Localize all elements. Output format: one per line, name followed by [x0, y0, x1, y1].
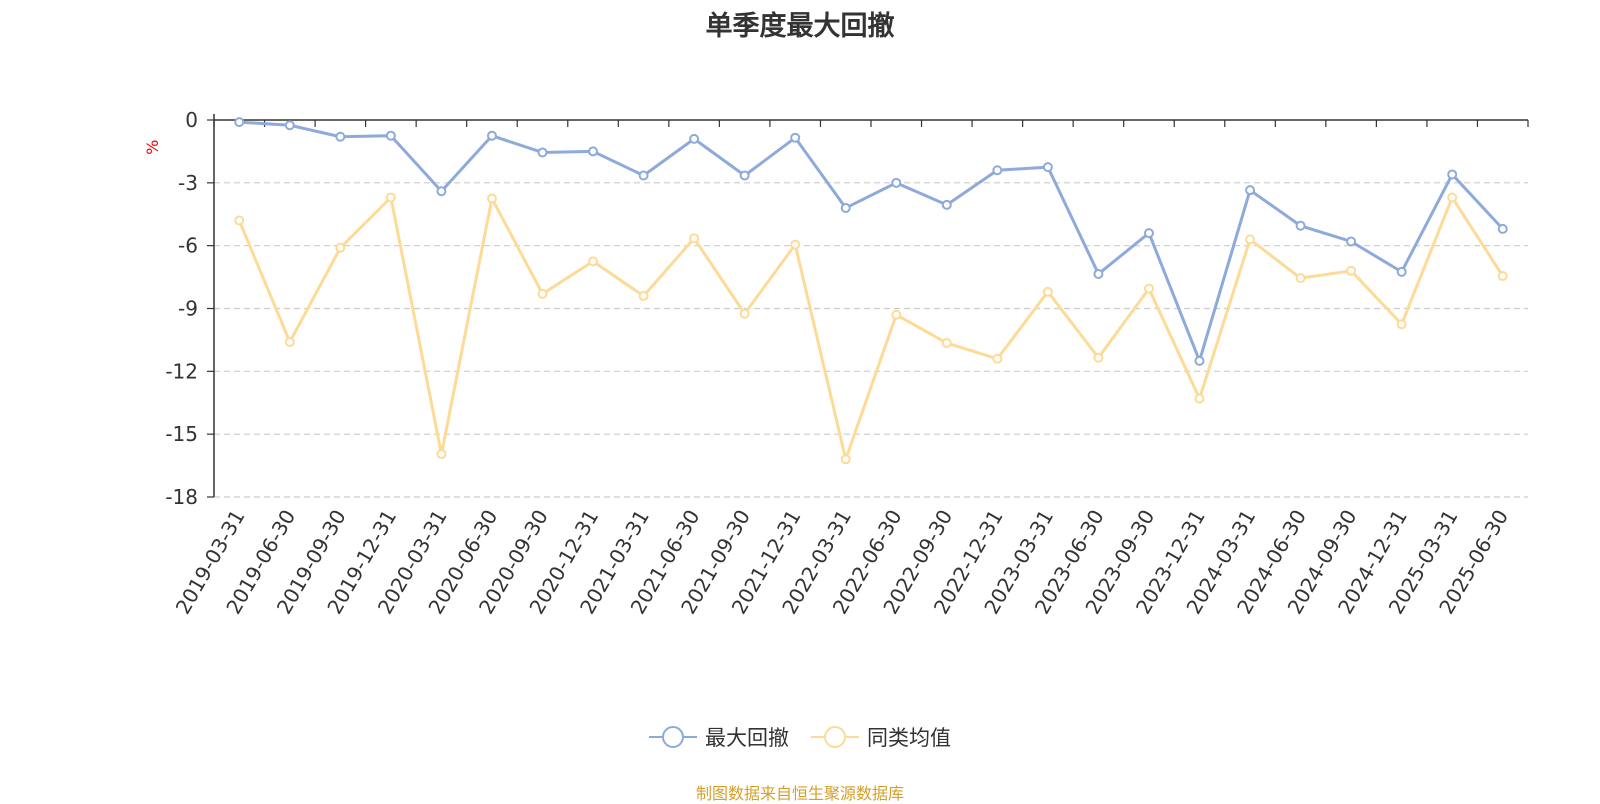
data-point [689, 133, 700, 144]
data-point [638, 290, 649, 301]
data-point [1295, 273, 1306, 284]
series-1 [234, 117, 1508, 366]
data-point [1245, 185, 1256, 196]
data-point [891, 177, 902, 188]
y-tick-label: -18 [165, 485, 198, 509]
grid-layer [214, 182, 1528, 498]
y-axis-label: % [143, 140, 162, 155]
data-point [486, 130, 497, 141]
data-point [891, 309, 902, 320]
series-line [239, 120, 1504, 363]
data-point [1396, 266, 1407, 277]
data-point [739, 308, 750, 319]
y-tick-label: -3 [178, 171, 198, 195]
data-point [1497, 223, 1508, 234]
data-point [284, 120, 295, 131]
y-tick-label: 0 [185, 108, 198, 132]
data-point [1396, 319, 1407, 330]
data-point [335, 131, 346, 142]
data-point [1042, 286, 1053, 297]
data-point [992, 353, 1003, 364]
source-note: 制图数据来自恒生聚源数据库 [695, 784, 904, 803]
legend-swatch-marker [824, 726, 846, 748]
data-point [1346, 236, 1357, 247]
data-point [790, 132, 801, 143]
y-tick-label: -6 [178, 234, 198, 258]
series-2 [234, 192, 1508, 465]
legend-swatch [649, 726, 697, 748]
data-point [638, 170, 649, 181]
series-layer [234, 117, 1508, 465]
data-point [739, 170, 750, 181]
data-point [1295, 220, 1306, 231]
data-point [1346, 265, 1357, 276]
data-point [1194, 355, 1205, 366]
data-point [537, 147, 548, 158]
data-point [335, 242, 346, 253]
y-tick-label: -15 [165, 422, 198, 446]
data-point [689, 233, 700, 244]
legend-label: 同类均值 [867, 726, 951, 750]
data-point [1245, 234, 1256, 245]
data-point [284, 337, 295, 348]
legend-swatch [811, 726, 859, 748]
data-point [537, 288, 548, 299]
series-line [237, 195, 1504, 461]
data-point [790, 239, 801, 250]
data-point [840, 202, 851, 213]
data-point [992, 165, 1003, 176]
data-point [840, 454, 851, 465]
data-point [1042, 162, 1053, 173]
data-point [1447, 169, 1458, 180]
data-point [1093, 268, 1104, 279]
data-point [1447, 192, 1458, 203]
legend-swatch-marker [662, 726, 684, 748]
chart-title: 单季度最大回撤 [705, 11, 895, 42]
data-point [1194, 393, 1205, 404]
data-point [1093, 352, 1104, 363]
legend-label: 最大回撤 [705, 726, 789, 750]
data-point [234, 215, 245, 226]
legend: 最大回撤 同类均值 [0, 722, 1600, 752]
data-point [588, 256, 599, 267]
data-point [941, 199, 952, 210]
data-point [385, 192, 396, 203]
legend-item[interactable]: 最大回撤 [649, 722, 789, 752]
data-point [1497, 271, 1508, 282]
data-point [588, 146, 599, 157]
data-point [941, 338, 952, 349]
y-tick-label: -12 [165, 359, 198, 383]
legend-item[interactable]: 同类均值 [811, 722, 951, 752]
data-point [1143, 228, 1154, 239]
data-point [436, 449, 447, 460]
data-point [486, 193, 497, 204]
y-tick-label: -9 [178, 297, 198, 321]
data-point [436, 186, 447, 197]
data-point [1143, 283, 1154, 294]
data-point [234, 117, 245, 128]
axis-layer [207, 114, 1529, 498]
data-point [385, 130, 396, 141]
